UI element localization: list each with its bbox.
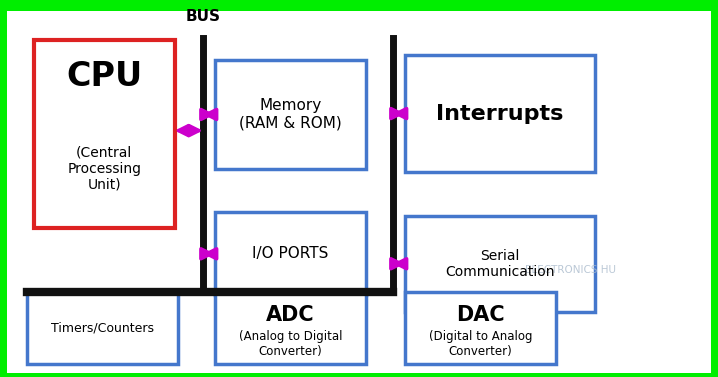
Text: CPU: CPU	[66, 60, 142, 93]
Text: ELECTRONICS HU: ELECTRONICS HU	[525, 265, 615, 275]
Text: ADC: ADC	[266, 305, 314, 325]
Text: Memory
(RAM & ROM): Memory (RAM & ROM)	[239, 98, 342, 131]
Text: Interrupts: Interrupts	[436, 104, 564, 124]
Bar	[405, 292, 556, 364]
Text: (Central
Processing
Unit): (Central Processing Unit)	[67, 146, 141, 192]
Text: BUS: BUS	[185, 9, 220, 24]
Bar	[27, 292, 178, 364]
Bar	[215, 212, 366, 296]
Bar	[215, 292, 366, 364]
Text: I/O PORTS: I/O PORTS	[252, 246, 329, 261]
Text: Serial
Communication: Serial Communication	[445, 249, 554, 279]
Text: (Digital to Analog
Converter): (Digital to Analog Converter)	[429, 330, 532, 358]
Text: (Analog to Digital
Converter): (Analog to Digital Converter)	[238, 330, 342, 358]
Bar	[34, 40, 174, 228]
Bar	[405, 55, 595, 172]
Bar	[215, 60, 366, 169]
Bar	[405, 216, 595, 312]
Text: DAC: DAC	[456, 305, 505, 325]
Text: Timers/Counters: Timers/Counters	[51, 322, 154, 334]
